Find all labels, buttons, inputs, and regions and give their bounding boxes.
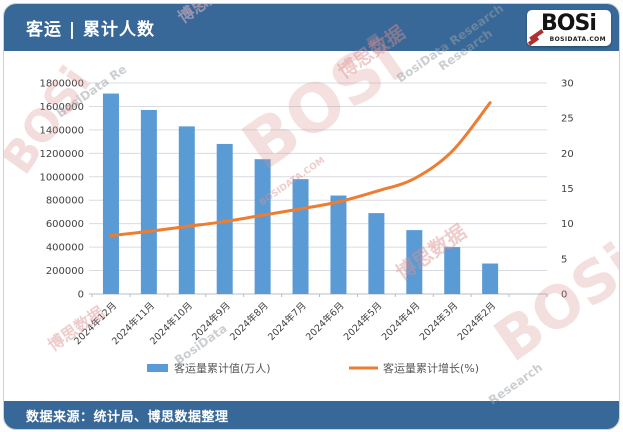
x-axis-label: 2024年9月 xyxy=(190,300,233,343)
y-axis-left-label: 1600000 xyxy=(39,102,84,113)
report-panel: 客运 | 累计人数 BOSi BOSIDATA.COM 0 200000 40000… xyxy=(3,3,620,430)
x-axis-label: 2024年7月 xyxy=(265,300,308,343)
bar xyxy=(254,159,271,294)
logo-site-label: BOSIDATA.COM xyxy=(549,35,606,43)
legend-bar-swatch xyxy=(147,364,168,372)
bar xyxy=(406,230,423,294)
bar xyxy=(140,109,157,294)
legend-bar-label: 客运量累计值(万人) xyxy=(174,361,271,375)
data-source-text: 数据来源：统计局、博思数据整理 xyxy=(26,409,229,425)
logo-wordmark: BOSi xyxy=(541,10,597,36)
growth-line xyxy=(109,101,492,238)
y-axis-left-label: 1000000 xyxy=(39,172,84,183)
bar xyxy=(368,213,385,294)
y-axis-right-label: 20 xyxy=(561,149,574,160)
y-axis-right-label: 0 xyxy=(561,290,567,301)
y-axis-left-label: 200000 xyxy=(46,266,84,277)
y-axis-left-label: 1800000 xyxy=(39,79,84,90)
y-axis-right-label: 5 xyxy=(561,254,567,265)
x-axis-label: 2024年8月 xyxy=(227,300,270,343)
y-axis-left-label: 400000 xyxy=(46,243,84,254)
y-axis-right-label: 15 xyxy=(561,184,574,195)
x-axis-label: 2024年5月 xyxy=(341,300,384,343)
bar xyxy=(216,143,233,294)
bar xyxy=(292,179,309,294)
bar xyxy=(178,126,195,294)
y-axis-left-label: 1200000 xyxy=(39,149,84,160)
y-axis-right-label: 25 xyxy=(561,114,574,125)
bar xyxy=(482,263,499,294)
y-axis-left-label: 1400000 xyxy=(39,125,84,136)
bar xyxy=(102,93,119,294)
page-title: 客运 | 累计人数 xyxy=(26,20,156,40)
footer-bar: 数据来源：统计局、博思数据整理 xyxy=(4,401,619,429)
y-axis-left-label: 0 xyxy=(78,290,84,301)
x-axis-label: 2024年2月 xyxy=(455,300,498,343)
legend-line-label: 客运量累计增长(%) xyxy=(383,361,479,375)
x-axis-label: 2024年3月 xyxy=(417,300,460,343)
x-axis-label: 2024年4月 xyxy=(379,300,422,343)
bar xyxy=(330,195,347,294)
bosi-logo: BOSi BOSIDATA.COM xyxy=(527,9,611,46)
y-axis-left-label: 800000 xyxy=(46,196,84,207)
y-axis-right-label: 30 xyxy=(561,79,574,90)
chart-svg: 0 200000 400000 600000 800000 1000000 1200000 1… xyxy=(39,79,574,376)
header-bar: 客运 | 累计人数 BOSi BOSIDATA.COM xyxy=(4,4,619,51)
bar xyxy=(444,247,461,294)
x-axis-label: 2024年6月 xyxy=(303,300,346,343)
chart-area: 0 200000 400000 600000 800000 1000000 1200000 1… xyxy=(4,51,619,403)
y-axis-right-label: 10 xyxy=(561,219,574,230)
y-axis-left-label: 600000 xyxy=(46,219,84,230)
